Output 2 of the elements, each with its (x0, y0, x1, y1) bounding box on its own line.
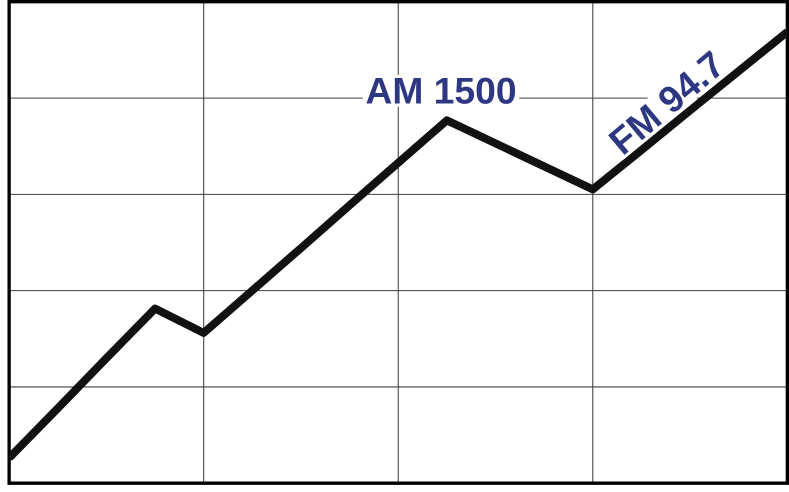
annotation: AM 1500 (366, 77, 516, 104)
annotation: FM 94.7 (608, 50, 720, 155)
